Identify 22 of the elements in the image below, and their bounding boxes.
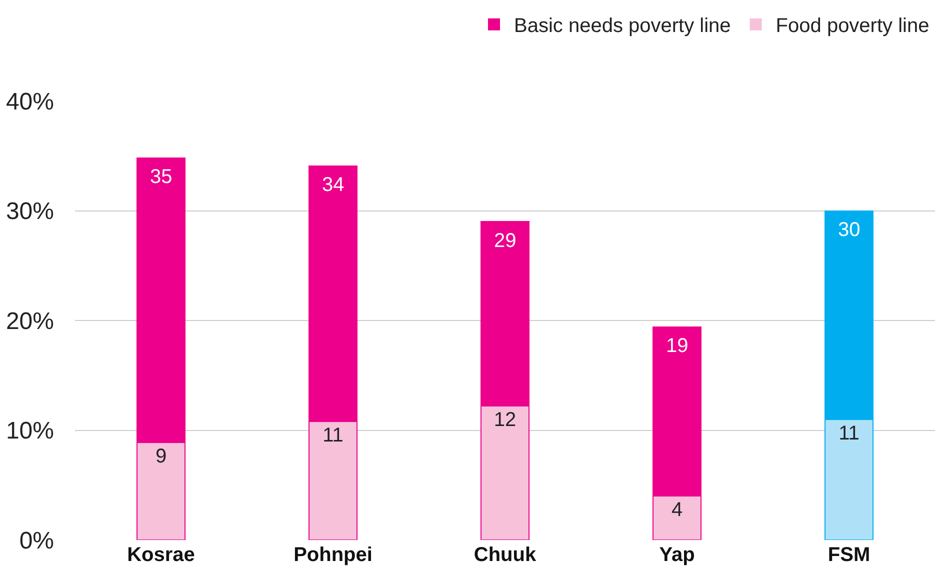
total-label: 30 — [838, 219, 860, 241]
data-label: 11 — [322, 424, 344, 446]
legend-label: Basic needs poverty line — [514, 15, 731, 38]
x-tick-label: Kosrae — [127, 544, 195, 566]
y-tick-label: 10% — [6, 418, 54, 445]
y-tick-label: 20% — [6, 308, 54, 335]
data-label: 12 — [494, 409, 516, 432]
data-label: 4 — [671, 499, 683, 522]
total-label: 34 — [322, 174, 344, 196]
y-tick-label: 30% — [6, 198, 54, 226]
x-tick-label: Pohnpei — [294, 544, 372, 566]
x-tick-label: Yap — [659, 544, 695, 566]
legend-label: Food poverty line — [776, 15, 930, 38]
data-label: 11 — [838, 422, 860, 444]
x-tick-label: FSM — [828, 544, 870, 566]
total-label: 29 — [494, 230, 516, 252]
y-tick-label: 40% — [6, 88, 54, 116]
data-label: 9 — [155, 445, 167, 468]
y-tick-label: 0% — [19, 527, 54, 554]
x-tick-label: Chuuk — [474, 544, 537, 566]
total-label: 19 — [666, 335, 688, 357]
total-label: 35 — [150, 166, 172, 188]
